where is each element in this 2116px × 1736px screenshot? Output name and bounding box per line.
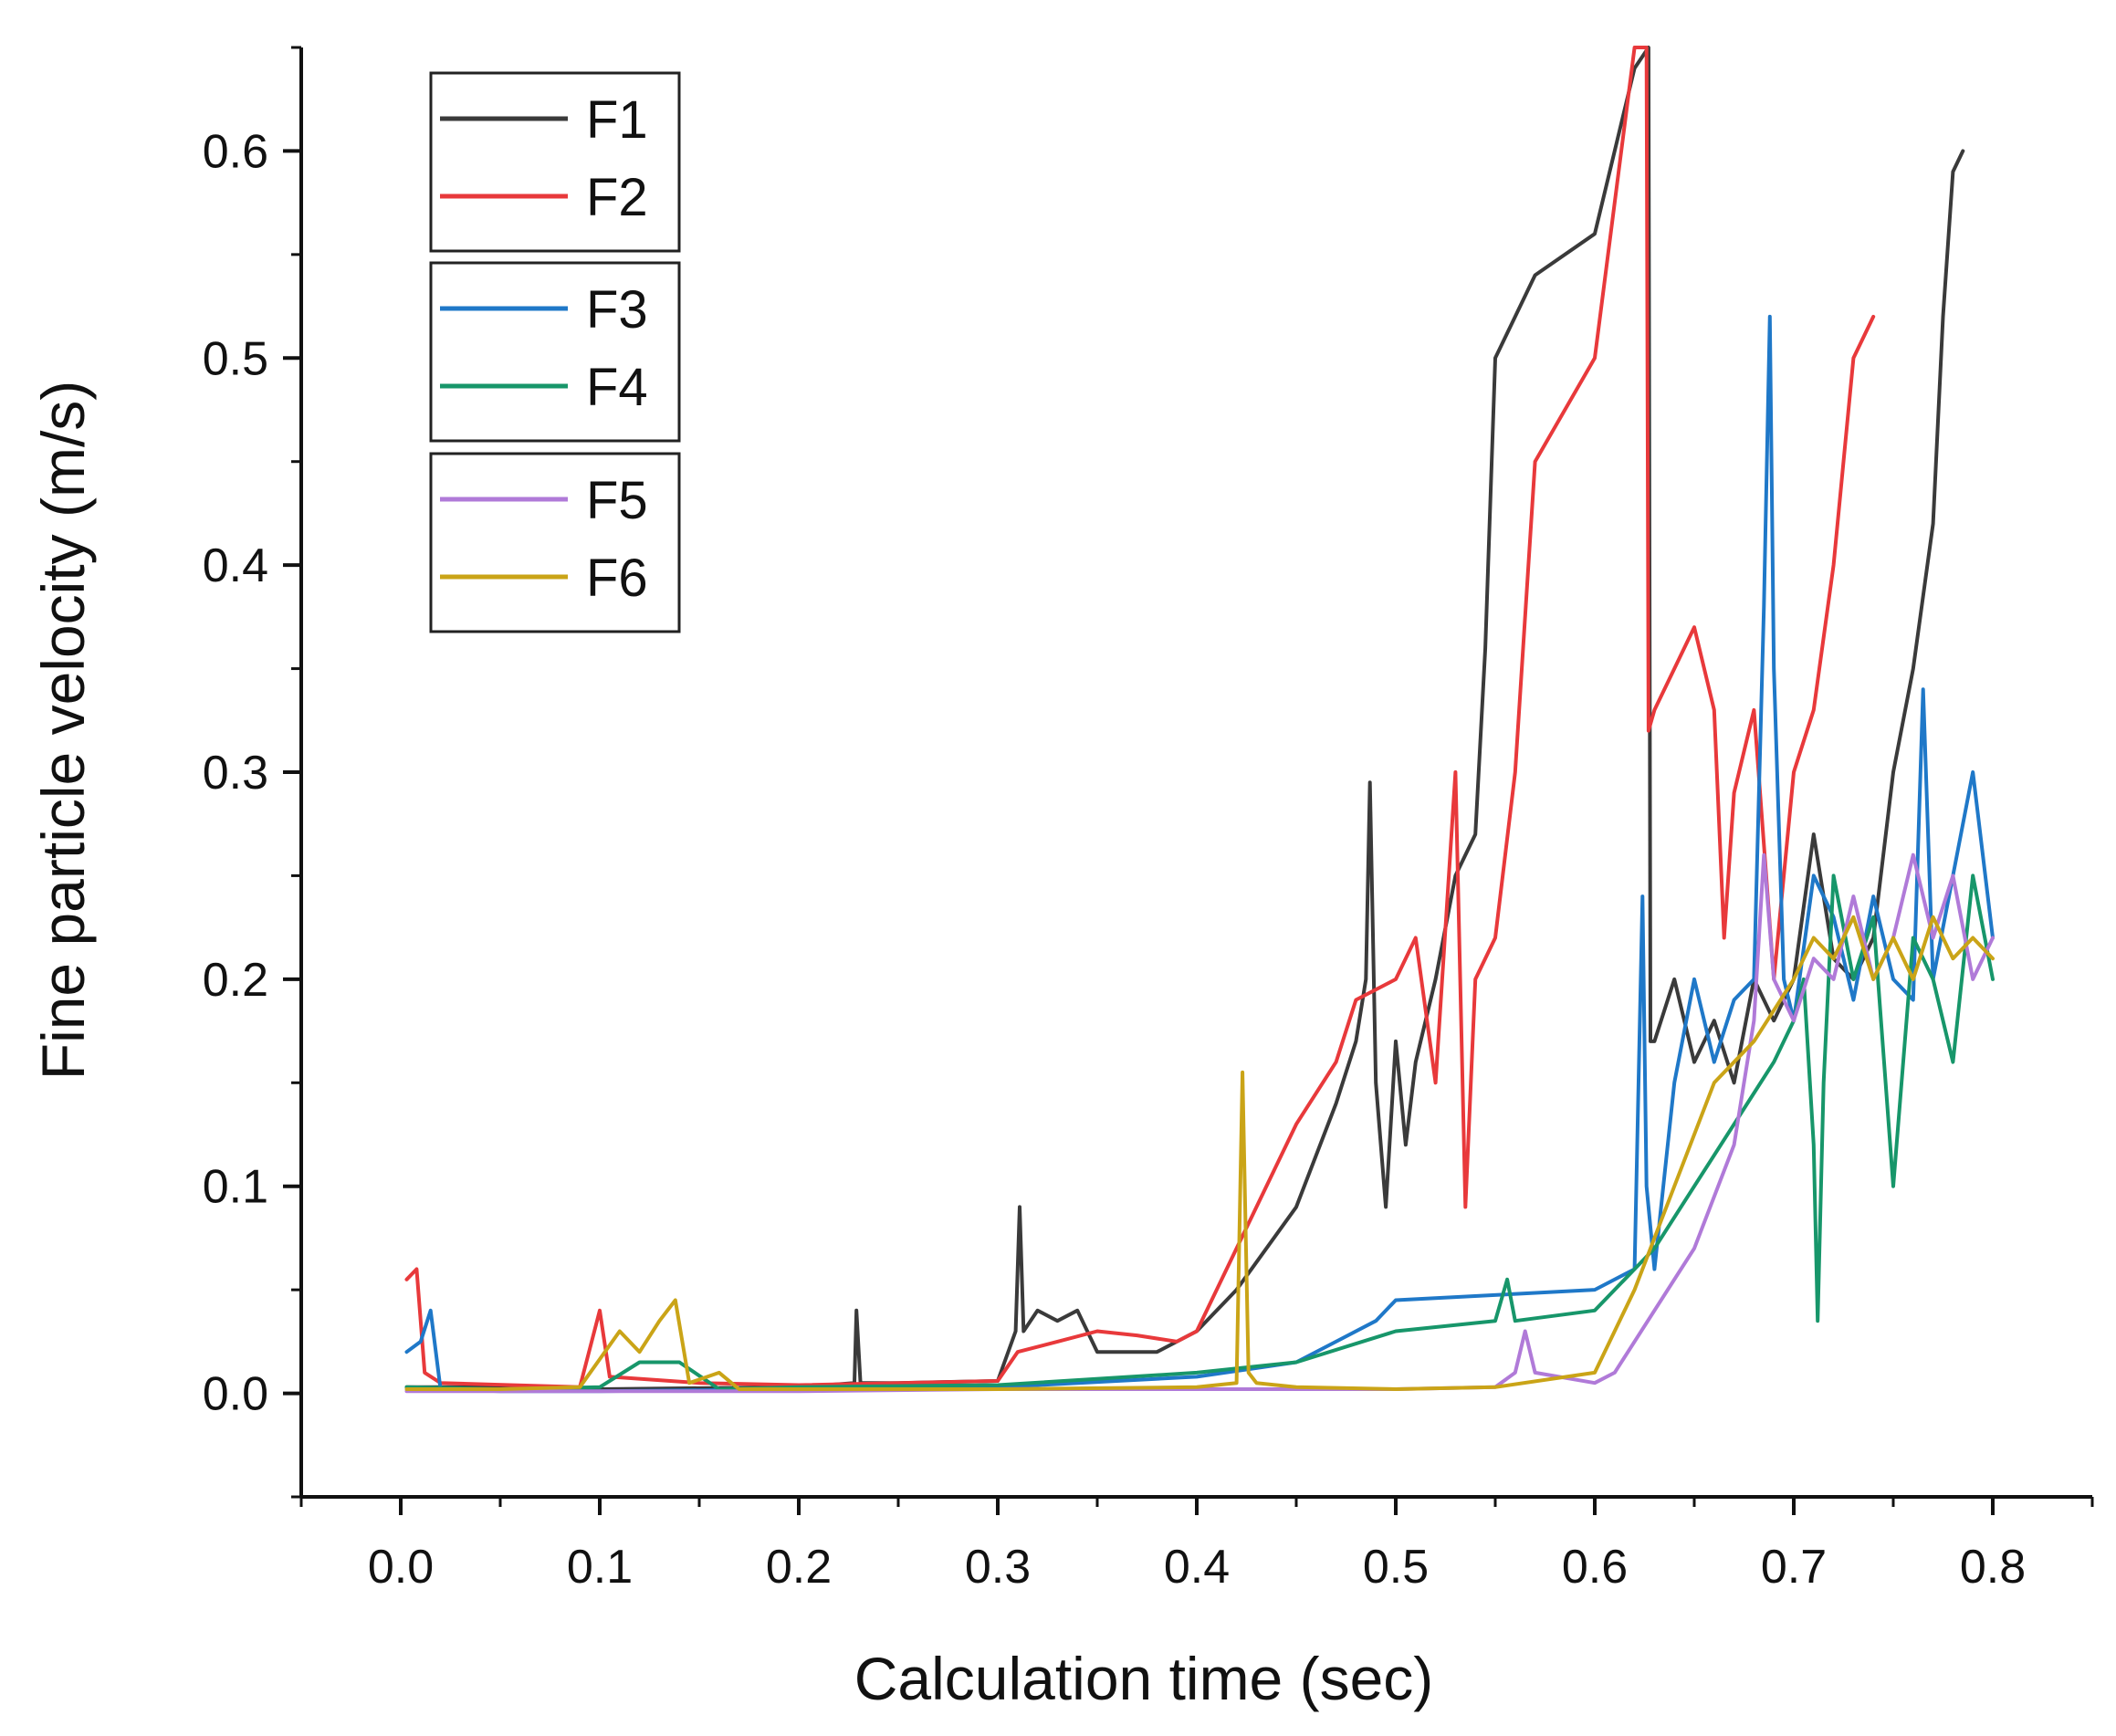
legend-label-f2: F2 xyxy=(586,168,648,227)
x-tick-label: 0.2 xyxy=(766,1541,832,1594)
x-tick-label: 0.5 xyxy=(1363,1541,1429,1594)
x-axis-title: Calculation time (sec) xyxy=(854,1645,1434,1712)
plot-lines xyxy=(404,46,1995,1394)
x-tick-label: 0.8 xyxy=(1960,1541,2026,1594)
y-tick-label: 0.0 xyxy=(203,1368,268,1421)
legend-box-2 xyxy=(429,261,681,443)
legend-label-f3: F3 xyxy=(586,280,648,340)
legend-label-f6: F6 xyxy=(586,549,648,608)
y-tick-label: 0.4 xyxy=(203,539,268,592)
axes: 0.0 0.1 0.2 0.3 0.4 0.5 0.6 0.7 0.8 0.0 0.1 0.2 0.3 0… xyxy=(203,46,2094,1594)
legend-label-f1: F1 xyxy=(586,90,648,150)
y-tick-label: 0.3 xyxy=(203,747,268,800)
x-tick-label: 0.0 xyxy=(368,1541,434,1594)
legend-box-3 xyxy=(429,452,681,633)
legend-label-f5: F5 xyxy=(586,471,648,530)
y-tick-label: 0.5 xyxy=(203,332,268,385)
y-tick-label: 0.1 xyxy=(203,1161,268,1214)
x-tick-label: 0.3 xyxy=(965,1541,1031,1594)
y-axis-title: Fine particle velocity (m/s) xyxy=(29,381,97,1081)
x-tick-label: 0.7 xyxy=(1761,1541,1827,1594)
x-tick-label: 0.1 xyxy=(567,1541,633,1594)
y-tick-label: 0.2 xyxy=(203,954,268,1007)
series-line-f6 xyxy=(404,915,1995,1391)
series-line-f2 xyxy=(404,46,1876,1389)
x-tick-label: 0.6 xyxy=(1562,1541,1628,1594)
y-tick-label: 0.6 xyxy=(203,125,268,178)
legend-label-f4: F4 xyxy=(586,358,648,417)
series-line-f1 xyxy=(404,46,1965,1391)
legend-box-1 xyxy=(429,71,681,253)
x-tick-label: 0.4 xyxy=(1164,1541,1230,1594)
legend: F1 F2 F3 F4 F5 F6 xyxy=(429,71,681,633)
